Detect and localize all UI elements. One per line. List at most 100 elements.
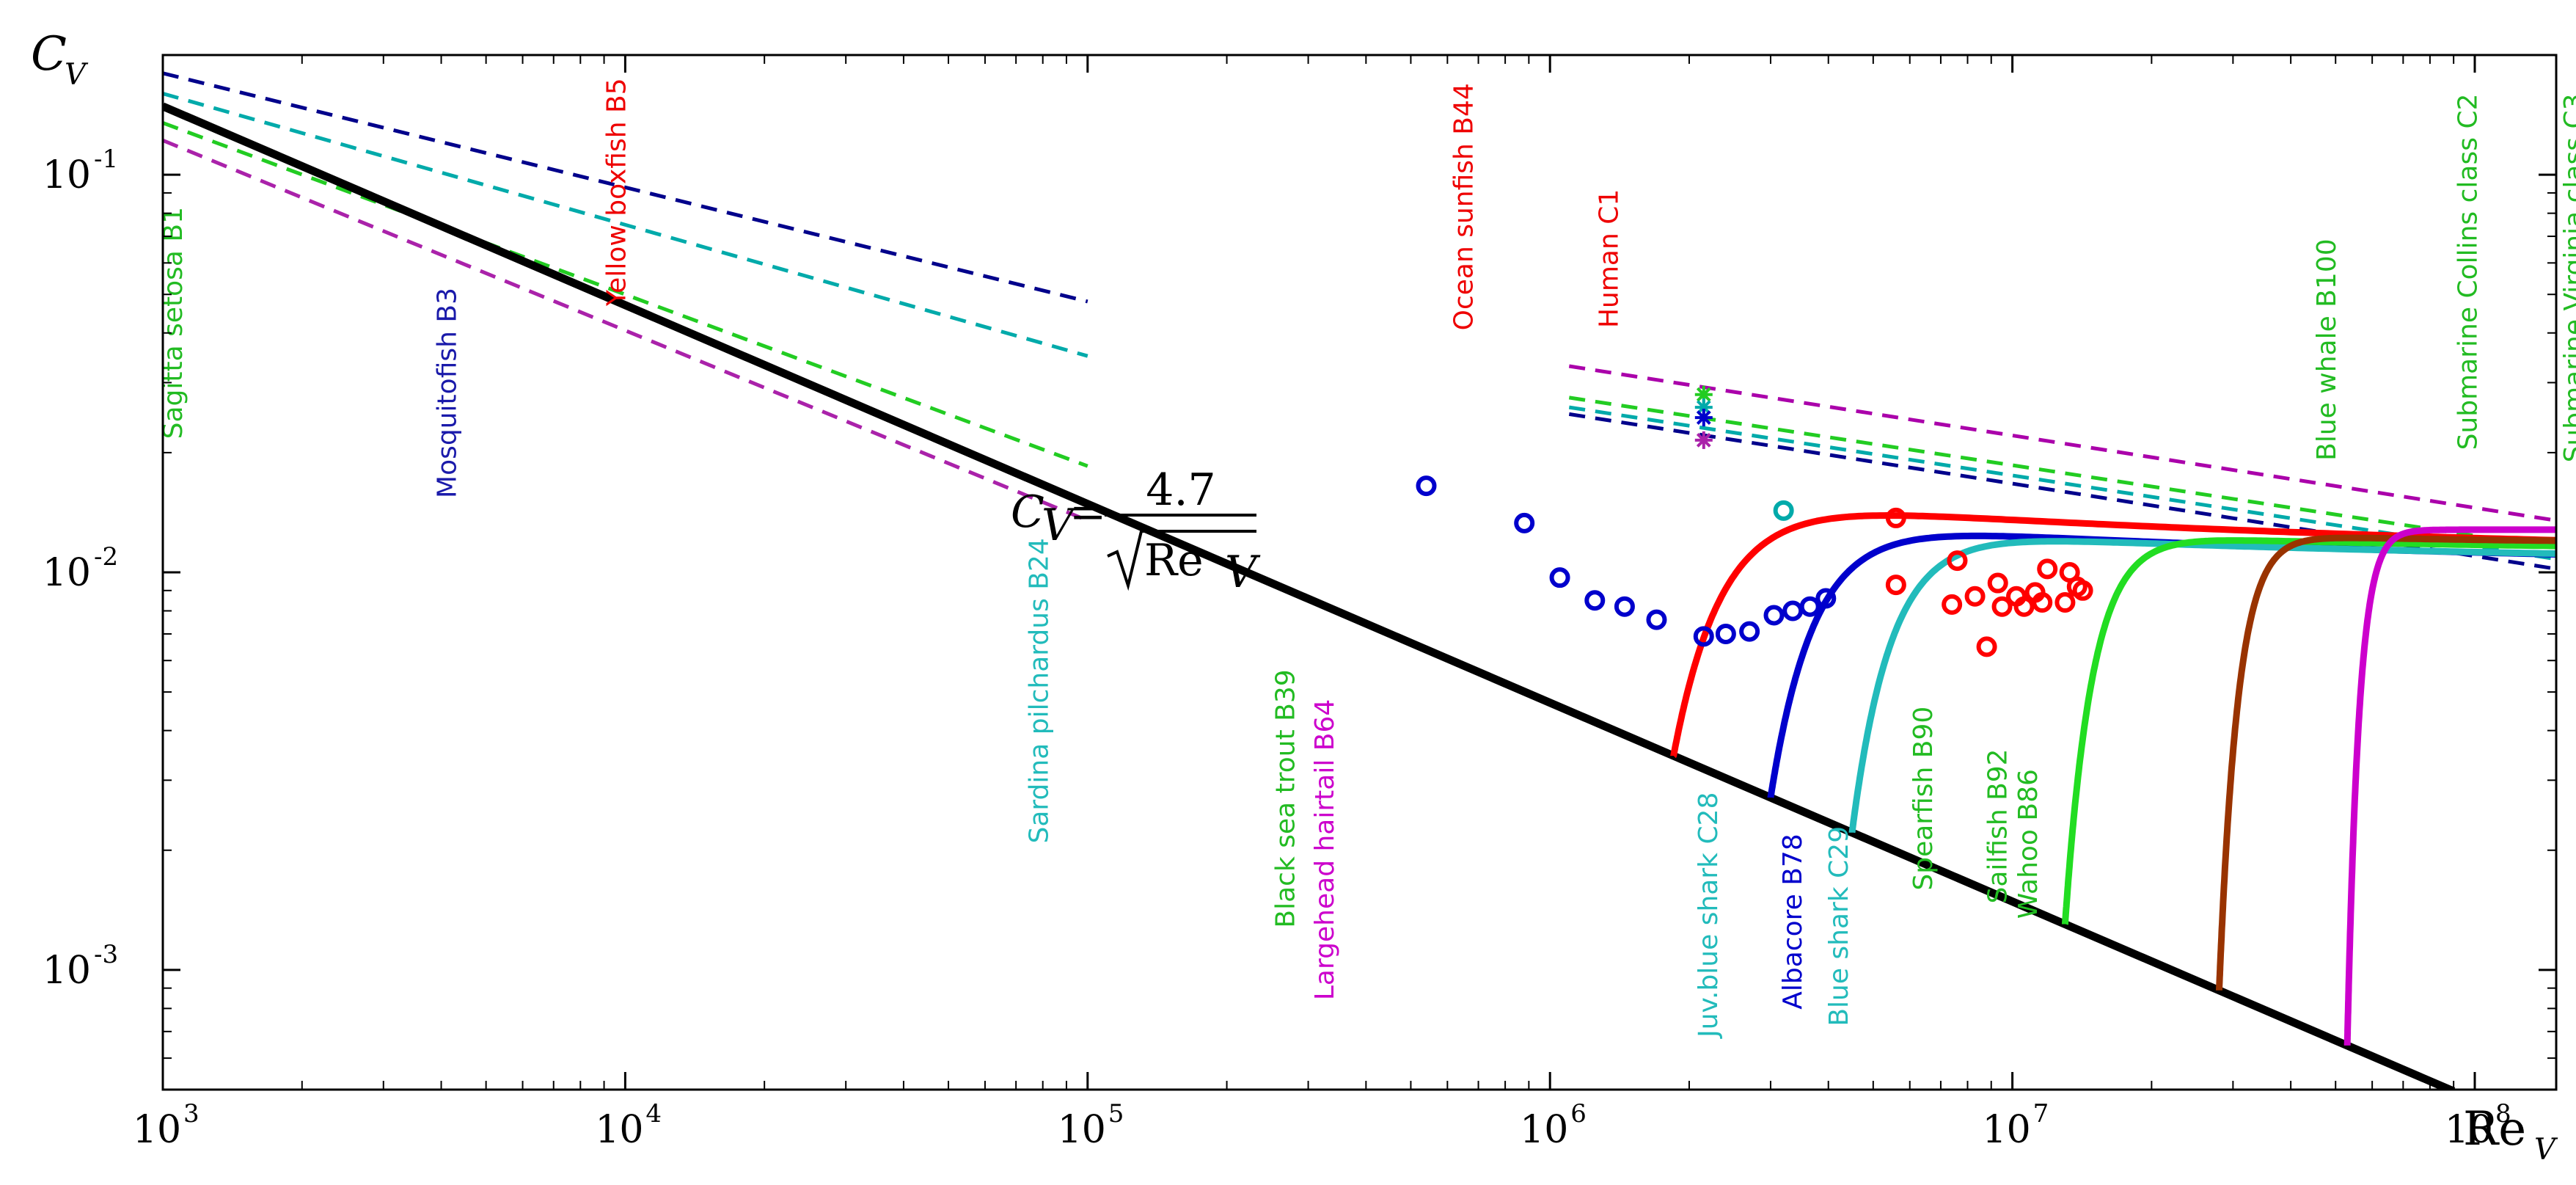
transition-curve-0 [1670,512,2556,759]
star-point-3 [1694,431,1713,449]
data-point-1 [1514,512,1535,533]
transition-curve-4 [2216,534,2556,994]
x-tick-exp-5: 8 [2495,1099,2511,1129]
annotation-label-16: Submarine Virginia class C3 [2559,94,2576,463]
data-point-5 [1646,609,1667,630]
laminar-line-layer [163,102,2456,1090]
data-point-25 [2032,592,2053,613]
data-point-11 [1799,596,1821,617]
data-point-12 [1815,588,1837,609]
transition-curve-5 [2343,526,2556,1049]
y-tick-exp-0: -1 [94,145,118,174]
x-axis-label: Re [2463,1102,2526,1156]
y-axis-label-sub: V [65,58,89,92]
x-tick-label-3: 10 [1520,1108,1568,1152]
dashed-series-4 [1568,364,2556,522]
dashed-series-3 [163,138,1088,522]
x-tick-exp-3: 6 [1570,1099,1587,1129]
annotation-label-6: Ocean sunfish B44 [1449,83,1479,330]
annotation-label-1: Mosquitofish B3 [432,288,462,498]
transition-curve-3 [2061,537,2556,927]
data-point-18 [1964,586,1986,607]
formula-sqrt [1107,530,1256,591]
data-point-17 [1947,550,1968,572]
data-point-26 [2037,558,2058,580]
data-point-10 [1782,600,1804,621]
annotation-label-4: Black sea trout B39 [1271,669,1301,927]
dashed-series-2 [163,121,1088,468]
data-point-4 [1614,596,1635,617]
data-point-23 [2013,596,2035,617]
annotation-label-13: Wahoo B86 [2013,769,2043,919]
formula-layer: CV= 4.7Re V [1011,464,1261,598]
formula-lhs: C [1011,486,1044,538]
transition-curves-layer [1670,512,2556,1049]
annotation-label-12: Sailfish B92 [1983,748,2013,903]
formula-equals: = [1069,486,1106,538]
formula-lhs-sub: V [1042,500,1077,551]
data-point-14 [1885,507,1906,528]
data-point-15 [1885,575,1906,596]
y-tick-label-1: 10 [43,551,91,595]
data-point-2 [1549,567,1570,588]
data-point-20 [1987,572,2008,594]
data-point-19 [1976,636,1997,657]
transition-curve-1 [1767,532,2556,801]
star-stroke [1696,433,1711,448]
x-tick-label-2: 10 [1058,1108,1106,1152]
y-tick-label-0: 10 [43,153,91,197]
annotation-label-11: Spearfish B90 [1909,707,1939,891]
x-tick-label-5: 10 [2445,1108,2493,1152]
formula-denominator: Re [1144,535,1204,586]
dashed-series-layer [163,71,2556,571]
x-tick-exp-1: 4 [645,1099,662,1129]
annotation-label-14: Blue whale B100 [2312,238,2342,460]
x-tick-label-1: 10 [595,1108,643,1152]
formula-numerator: 4.7 [1146,464,1215,516]
y-tick-exp-1: -2 [94,542,118,572]
dashed-series-5 [1568,395,2556,550]
x-tick-exp-0: 3 [183,1099,200,1129]
data-point-13 [1773,500,1794,521]
y-tick-label-2: 10 [43,949,91,993]
x-tick-label-4: 10 [1983,1108,2031,1152]
dashed-series-1 [163,92,1088,358]
ticks-layer: 10 3 10 4 10 5 10 6 10 7 10 810 -110 -210 -3 [43,54,2556,1152]
data-point-8 [1739,621,1760,642]
x-tick-exp-2: 5 [1108,1099,1124,1129]
annotation-label-5: Largehead hairtail B64 [1310,699,1340,1000]
data-point-3 [1584,590,1606,611]
data-point-0 [1416,475,1437,497]
annotation-label-10: Blue shark C29 [1824,826,1854,1027]
star-stroke [1696,387,1711,402]
data-point-9 [1763,605,1785,626]
data-point-30 [2072,580,2093,601]
data-point-16 [1942,594,1963,615]
laminar-line [163,102,2456,1090]
annotation-label-8: Juv.blue shark C28 [1694,792,1724,1039]
x-tick-exp-4: 7 [2033,1099,2049,1129]
annotation-label-3: Sardina pilchardus B24 [1025,538,1055,843]
star-point-2 [1694,409,1713,427]
data-point-7 [1715,623,1736,644]
x-tick-label-0: 10 [133,1108,181,1152]
annotation-label-9: Albacore B78 [1778,834,1808,1009]
data-point-27 [2054,592,2076,613]
formula-denominator-sub: V [1225,547,1261,598]
y-tick-exp-2: -3 [94,940,118,969]
data-point-6 [1693,626,1714,647]
plot-frame [161,54,2558,1091]
y-axis-label: C [31,27,67,81]
data-point-21 [1991,596,2013,617]
annotation-label-15: Submarine Collins class C2 [2454,94,2484,451]
transition-curve-2 [1848,538,2556,836]
annotation-label-2: Yellow boxfish B5 [601,78,632,307]
dashed-series-0 [163,71,1088,304]
data-points-layer [1416,385,2093,657]
star-stroke [1696,410,1711,425]
x-axis-label-sub: V [2534,1133,2558,1167]
annotation-label-7: Human C1 [1594,189,1624,328]
